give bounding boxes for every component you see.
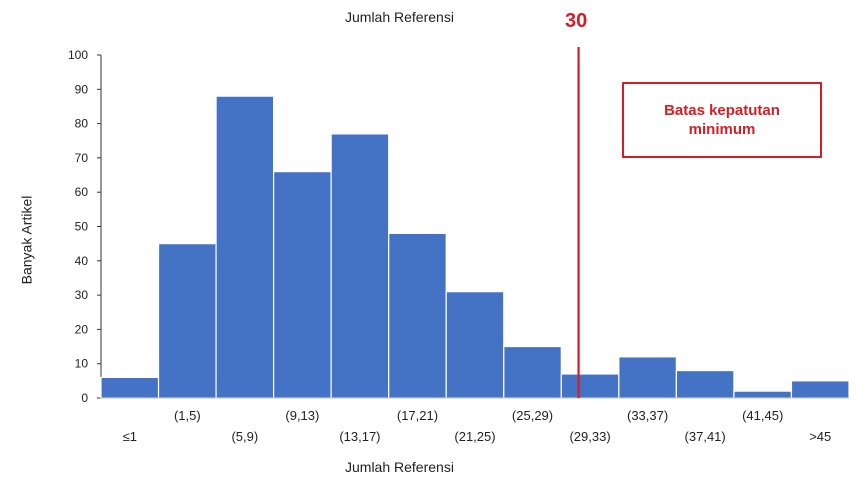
y-tick-label: 80 [75, 117, 89, 131]
y-tick-label: 0 [81, 391, 88, 405]
chart-title: Jumlah Referensi [345, 9, 454, 25]
histogram-bar [733, 390, 793, 399]
threshold-value-label: 30 [565, 10, 588, 32]
histogram-bar [618, 356, 677, 399]
threshold-annotation-box: Batas kepatutan minimum [622, 82, 822, 158]
histogram-bar [675, 369, 735, 399]
x-tick-label: (21,25) [454, 429, 495, 444]
histogram-bar [445, 291, 505, 399]
x-tick-label: >45 [809, 429, 831, 444]
x-tick-label: (25,29) [512, 408, 553, 423]
x-tick-label: (1,5) [174, 408, 201, 423]
y-tick-label: 90 [75, 82, 89, 96]
histogram-bar [388, 232, 447, 399]
x-tick-label: (9,13) [285, 408, 319, 423]
histogram-bar [100, 376, 160, 399]
histogram-bar [273, 171, 332, 399]
x-tick-label: (5,9) [231, 429, 258, 444]
histogram-bar [503, 345, 562, 399]
histogram-bar [157, 243, 217, 399]
y-tick-label: 40 [75, 254, 89, 268]
y-tick-label: 30 [75, 288, 89, 302]
x-axis-title: Jumlah Referensi [345, 459, 454, 475]
threshold-annotation-text: Batas kepatutan minimum [664, 101, 780, 139]
histogram-bar [560, 373, 620, 399]
x-tick-label: (29,33) [569, 429, 610, 444]
histogram-bar [215, 95, 275, 399]
x-tick-label: (37,41) [685, 429, 726, 444]
y-tick-label: 20 [75, 322, 89, 336]
y-tick-label: 60 [75, 185, 89, 199]
x-tick-label: (33,37) [627, 408, 668, 423]
histogram-bar [330, 133, 390, 399]
x-tick-label: (17,21) [397, 408, 438, 423]
histogram-bar [790, 380, 850, 399]
y-tick-label: 50 [75, 220, 89, 234]
x-tick-label: (41,45) [742, 408, 783, 423]
y-axis-title: Banyak Artikel [18, 195, 35, 285]
y-tick-label: 10 [75, 357, 89, 371]
y-tick-label: 100 [68, 48, 88, 62]
x-tick-label: ≤1 [123, 429, 137, 444]
x-tick-label: (13,17) [339, 429, 380, 444]
y-tick-label: 70 [75, 151, 89, 165]
